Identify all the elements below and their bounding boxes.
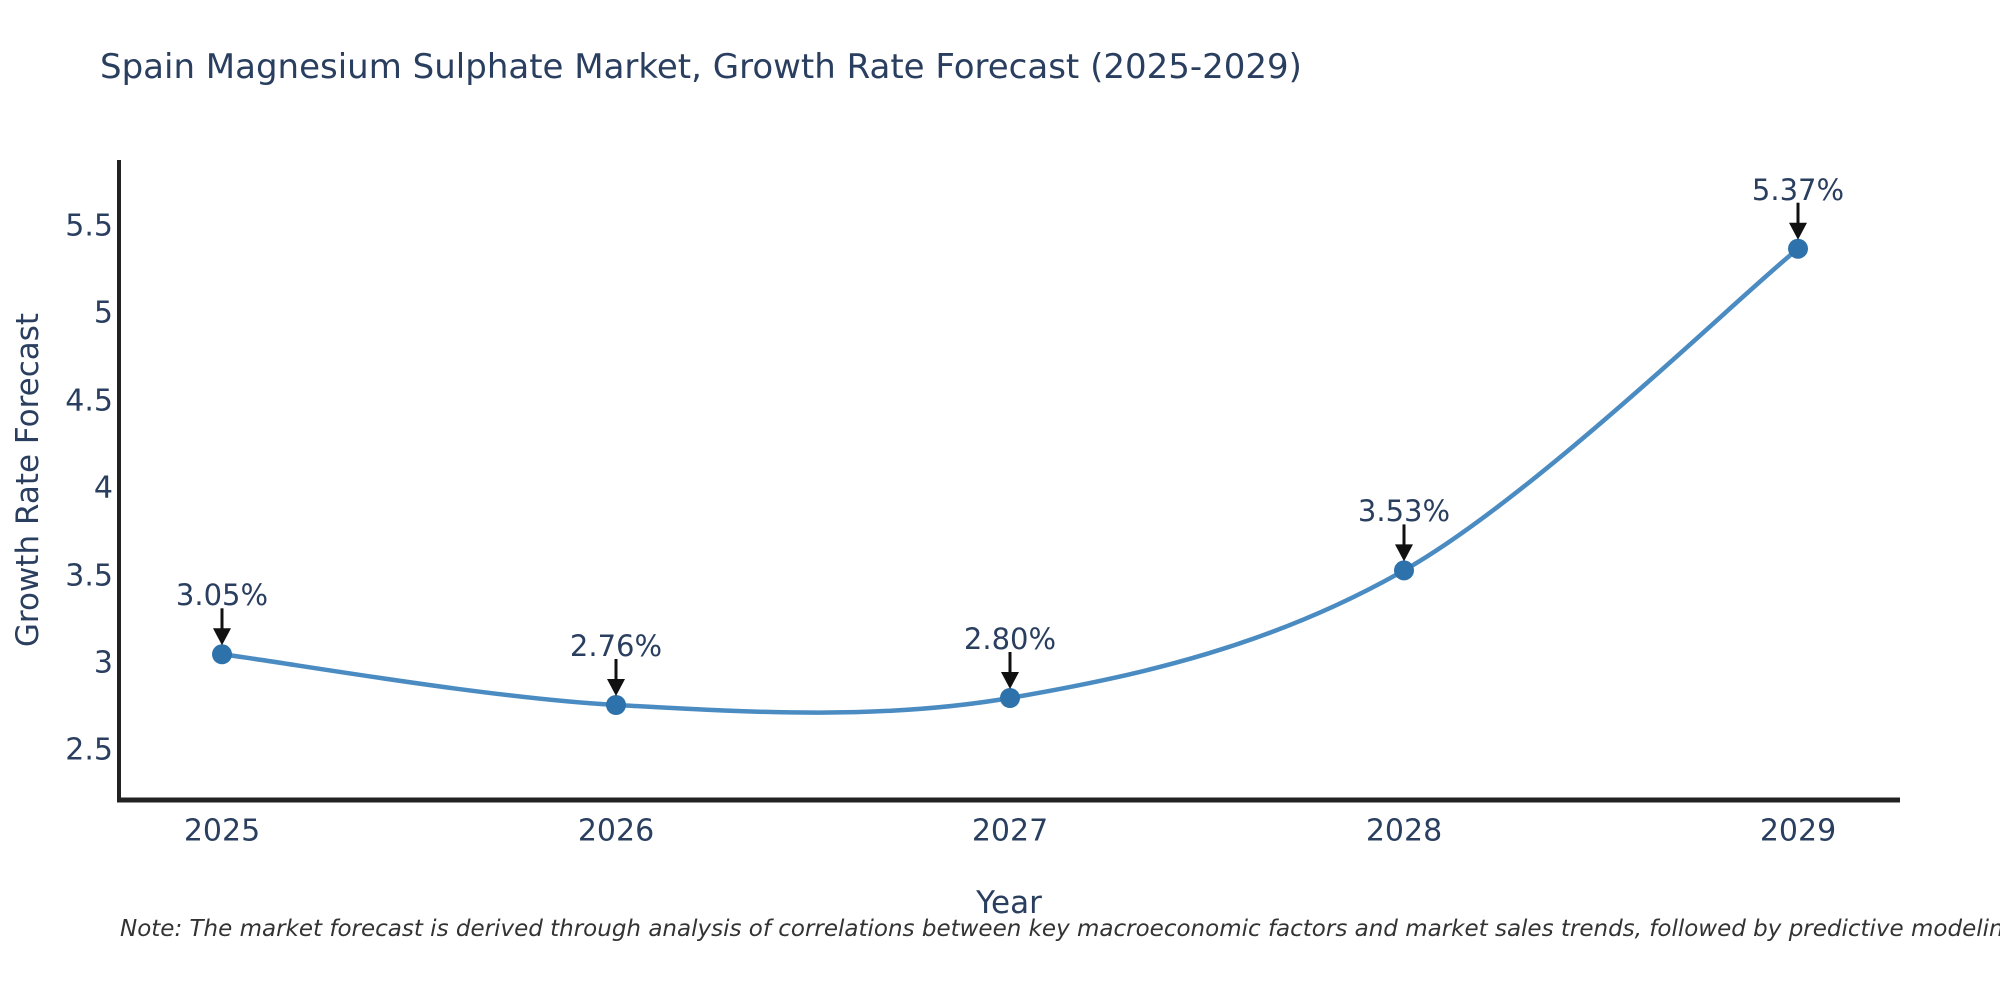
data-label: 3.53% <box>1357 494 1451 529</box>
annotation-arrowhead-icon <box>213 628 231 646</box>
y-tick-label: 5.5 <box>65 208 113 244</box>
data-point-marker <box>1394 560 1414 581</box>
y-tick-label: 3.5 <box>65 558 113 594</box>
data-label: 5.37% <box>1751 172 1845 207</box>
y-tick-label: 5 <box>93 295 113 331</box>
x-tick-label: 2029 <box>1759 813 1837 849</box>
x-tick-label: 2028 <box>1365 813 1443 849</box>
y-tick-label: 2.5 <box>65 732 113 768</box>
annotation-arrowhead-icon <box>607 679 625 696</box>
data-point-marker <box>212 644 232 665</box>
data-point-marker <box>606 695 626 715</box>
chart-title: Spain Magnesium Sulphate Market, Growth … <box>100 47 1302 87</box>
series-line <box>219 246 1801 715</box>
data-point-marker <box>1000 688 1020 708</box>
data-label: 3.05% <box>175 578 269 613</box>
y-tick-label: 3 <box>93 645 113 681</box>
x-tick-label: 2026 <box>577 813 655 849</box>
y-tick-label: 4 <box>93 470 113 506</box>
data-label: 2.80% <box>963 621 1057 656</box>
annotation-arrowhead-icon <box>1001 672 1019 689</box>
y-tick-label: 4.5 <box>65 383 113 419</box>
annotation-arrowhead-icon <box>1789 222 1807 240</box>
annotation-arrowhead-icon <box>1395 544 1413 562</box>
footnote-text: Note: The market forecast is derived thr… <box>120 916 2000 942</box>
data-point-marker <box>1788 238 1808 259</box>
x-tick-label: 2025 <box>183 813 261 849</box>
x-axis-title: Year <box>976 885 1042 921</box>
x-tick-label: 2027 <box>971 813 1049 849</box>
data-label: 2.76% <box>569 628 663 663</box>
